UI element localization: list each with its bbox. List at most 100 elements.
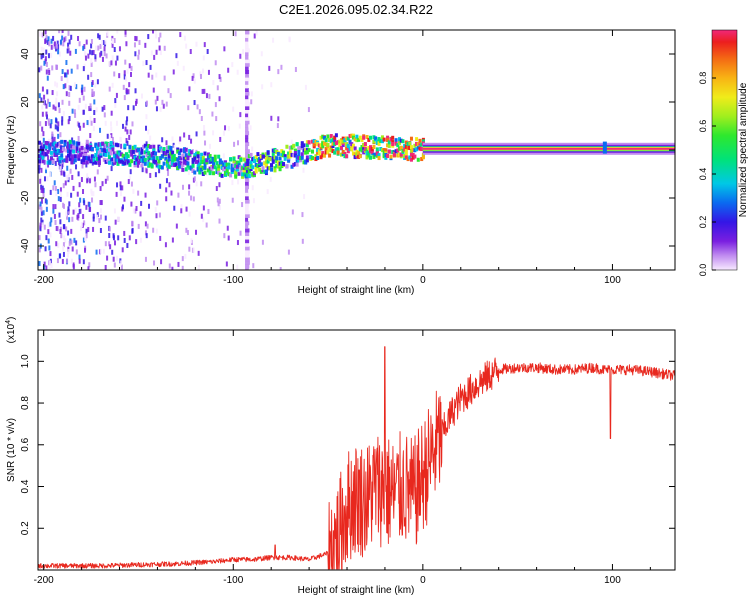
spectrogram-band-cell <box>314 154 318 159</box>
spectrogram-noise-cell <box>106 133 109 139</box>
spectrogram-band-cell <box>264 152 268 157</box>
spectrogram-noise-cell <box>202 68 205 74</box>
spectrogram-band-cell <box>218 158 222 163</box>
spectrogram-noise-cell <box>47 53 50 59</box>
snr-y-tick-label: 0.2 <box>20 521 31 535</box>
spectrogram-band-cell <box>348 134 352 139</box>
spectrogram-band-cell <box>155 156 159 161</box>
spectrogram-band-cell <box>334 141 338 146</box>
spectrogram-band-cell <box>60 155 64 160</box>
spectrogram-band-cell <box>244 166 248 171</box>
spectrogram-band-cell <box>218 160 222 165</box>
spectrogram-noise-cell <box>63 235 66 241</box>
spectrogram-band-cell <box>297 155 301 160</box>
spectrogram-band-cell <box>380 148 384 153</box>
spectrogram-band-cell <box>375 149 379 154</box>
spectrogram-band-cell <box>72 149 76 154</box>
spectrogram-band-cell <box>340 152 344 157</box>
spectrogram-noise-cell <box>45 49 48 55</box>
spectrogram-noise-cell <box>202 55 205 61</box>
spectrogram-band-cell <box>374 152 378 157</box>
spectrogram-noise-cell <box>99 214 102 220</box>
spectrogram-noise-cell <box>159 235 162 241</box>
spectrogram-noise-cell <box>42 100 45 106</box>
spectrogram-noise-cell <box>227 67 230 73</box>
spectrogram-band-cell <box>398 137 402 142</box>
spectrogram-band-cell <box>67 153 71 158</box>
spectrogram-noise-cell <box>145 233 148 239</box>
spectrogram-band-cell <box>375 147 379 152</box>
spectrogram-band-cell <box>58 149 62 154</box>
spectrogram-band-cell <box>196 151 200 156</box>
spectrogram-noise-cell <box>57 126 60 132</box>
spectrogram-artifact-cell <box>245 196 249 200</box>
snr-chart: -200 -100 0 100 0.20.40.60.81.0 Height of s… <box>5 317 676 596</box>
spectrogram-noise-cell <box>251 146 254 152</box>
spectrogram-noise-cell <box>179 136 182 142</box>
spectrogram-band-cell <box>38 148 41 153</box>
spectrogram-band-cell <box>212 171 216 176</box>
spectrogram-band-cell <box>263 154 267 159</box>
spectrogram-noise-cell <box>56 82 59 88</box>
spectrogram-noise-cell <box>65 211 68 217</box>
spectrogram-band-cell <box>292 153 296 158</box>
spectrogram-band-cell <box>145 148 149 153</box>
spectrogram-band-cell <box>177 160 181 165</box>
spectrogram-artifact-cell <box>245 88 249 92</box>
spectrogram-noise-cell <box>41 104 44 110</box>
spectrogram-noise-cell <box>61 258 64 264</box>
spectrogram-noise-cell <box>108 233 111 239</box>
spectrogram-noise-cell <box>123 95 126 101</box>
spectrogram-band-cell <box>125 152 129 157</box>
spectrogram-band-cell <box>261 152 265 157</box>
spectrogram-noise-cell <box>57 196 60 202</box>
spectrogram-band-cell <box>70 160 74 165</box>
spectrogram-noise-cell <box>92 213 95 219</box>
spectrogram-noise-cell <box>78 208 81 214</box>
spectrogram-noise-cell <box>62 183 65 189</box>
spectrogram-band-cell <box>362 145 366 150</box>
spectrogram-noise-cell <box>70 258 73 264</box>
spectrogram-noise-cell <box>178 139 181 145</box>
spectrogram-band-cell <box>193 153 197 158</box>
spectrogram-band-cell <box>133 160 137 165</box>
spectrogram-band-cell <box>266 150 270 155</box>
spectrogram-noise-cell <box>63 224 66 230</box>
spectrogram-band-cell <box>254 165 258 170</box>
spectrogram-noise-cell <box>189 49 192 55</box>
spectrogram-noise-cell <box>125 120 128 126</box>
spectrogram-band-cell <box>114 142 118 147</box>
spectrogram-noise-cell <box>302 167 305 173</box>
spectrogram-noise-cell <box>49 251 52 257</box>
spectrogram-noise-cell <box>67 208 70 214</box>
spectrogram-noise-cell <box>103 51 106 57</box>
spectrogram-noise-cell <box>126 129 129 135</box>
spectrogram-band-cell <box>421 155 425 160</box>
spectrogram-band-cell <box>133 163 137 168</box>
spectrogram-band-cell <box>275 149 279 154</box>
spectrogram-band-cell <box>147 163 151 168</box>
spectrogram-noise-cell <box>158 45 161 51</box>
spectrogram-band-cell <box>97 154 101 159</box>
spectrogram-noise-cell <box>40 97 43 103</box>
spectrogram-noise-cell <box>185 227 188 233</box>
spectrogram-band-cell <box>130 152 134 157</box>
spectrogram-noise-cell <box>72 264 75 270</box>
spectrogram-noise-cell <box>61 35 64 41</box>
spectrogram-band-cell <box>171 150 175 155</box>
spectrogram-noise-cell <box>131 228 134 234</box>
spectrogram-noise-cell <box>60 170 63 176</box>
spectrogram-band-cell <box>136 160 140 165</box>
spectrogram-noise-cell <box>38 67 41 73</box>
spectrogram-band-cell <box>72 145 76 150</box>
spectrogram-band-cell <box>249 152 253 157</box>
spectrogram-noise-cell <box>188 86 191 92</box>
spectrogram-noise-cell <box>102 40 105 46</box>
spectrogram-noise-cell <box>49 232 52 238</box>
spectrogram-band-cell <box>75 141 79 146</box>
spectrogram-band-cell <box>203 151 207 156</box>
spectrogram-noise-cell <box>62 162 65 168</box>
spectrogram-noise-cell <box>43 100 46 106</box>
spectrogram-band-cell <box>147 151 151 156</box>
spectrogram-noise-cell <box>149 135 152 141</box>
